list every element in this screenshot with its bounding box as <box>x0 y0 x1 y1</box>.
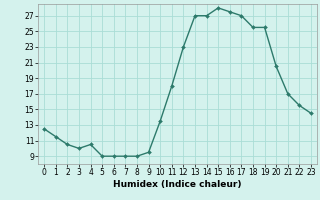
X-axis label: Humidex (Indice chaleur): Humidex (Indice chaleur) <box>113 180 242 189</box>
